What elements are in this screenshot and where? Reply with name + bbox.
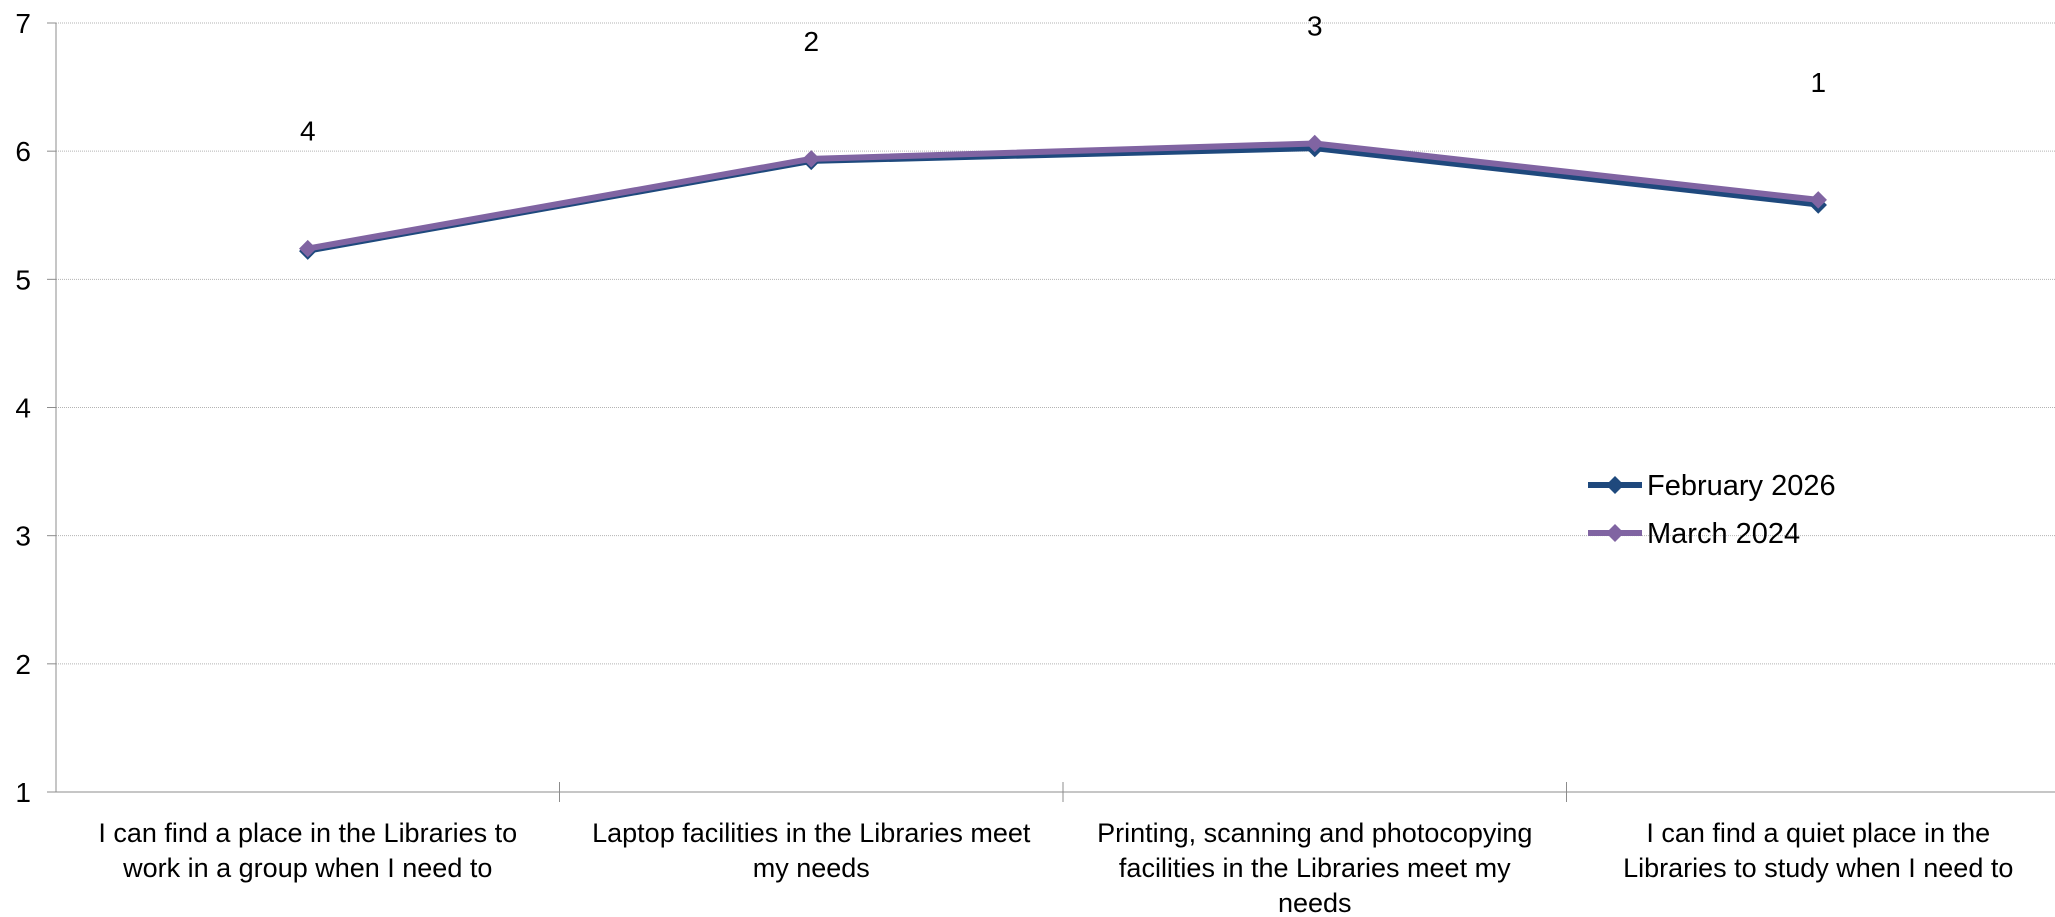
data-point-marker [1809,191,1827,209]
data-label: 1 [1810,67,1826,98]
legend-label: March 2024 [1647,518,1800,550]
series-line [307,140,1819,252]
data-point-marker [1306,134,1324,153]
axes [47,22,2055,802]
data-label: 2 [803,26,819,57]
data-point-marker [802,150,820,168]
x-category-label: my needs [753,853,870,883]
y-tick-label: 7 [15,8,31,39]
x-axis-category-labels: I can find a place in the Libraries to wo… [98,818,2013,917]
y-tick-label: 5 [15,264,31,295]
x-category-label: Laptop facilities in the Libraries meet [592,818,1031,848]
gridlines [56,22,2055,665]
series-line [307,146,1819,254]
y-tick-label: 1 [15,777,31,808]
legend-marker-icon [1606,476,1624,494]
legend-marker-icon [1606,524,1624,542]
y-tick-label: 2 [15,649,31,680]
y-axis-ticks: 1 2 3 4 5 6 7 [15,8,31,808]
x-category-label: needs [1278,888,1352,917]
data-label: 4 [300,116,316,147]
x-category-label: work in a group when I need to [122,853,492,883]
y-tick-label: 6 [15,136,31,167]
legend: February 2026 March 2024 [1588,470,1836,550]
x-category-label: I can find a quiet place in the [1646,818,1990,848]
x-category-label: Printing, scanning and photocopying [1097,818,1532,848]
data-point-marker [299,239,317,258]
x-category-label: Libraries to study when I need to [1623,853,2013,883]
data-labels: 4 2 3 1 [300,10,1826,146]
y-tick-label: 3 [15,521,31,552]
y-tick-label: 4 [15,393,31,424]
x-category-label: facilities in the Libraries meet my [1119,853,1511,883]
data-label: 3 [1307,10,1323,41]
x-category-label: I can find a place in the Libraries to [98,818,517,848]
series-lines [299,134,1827,260]
legend-label: February 2026 [1647,470,1836,502]
